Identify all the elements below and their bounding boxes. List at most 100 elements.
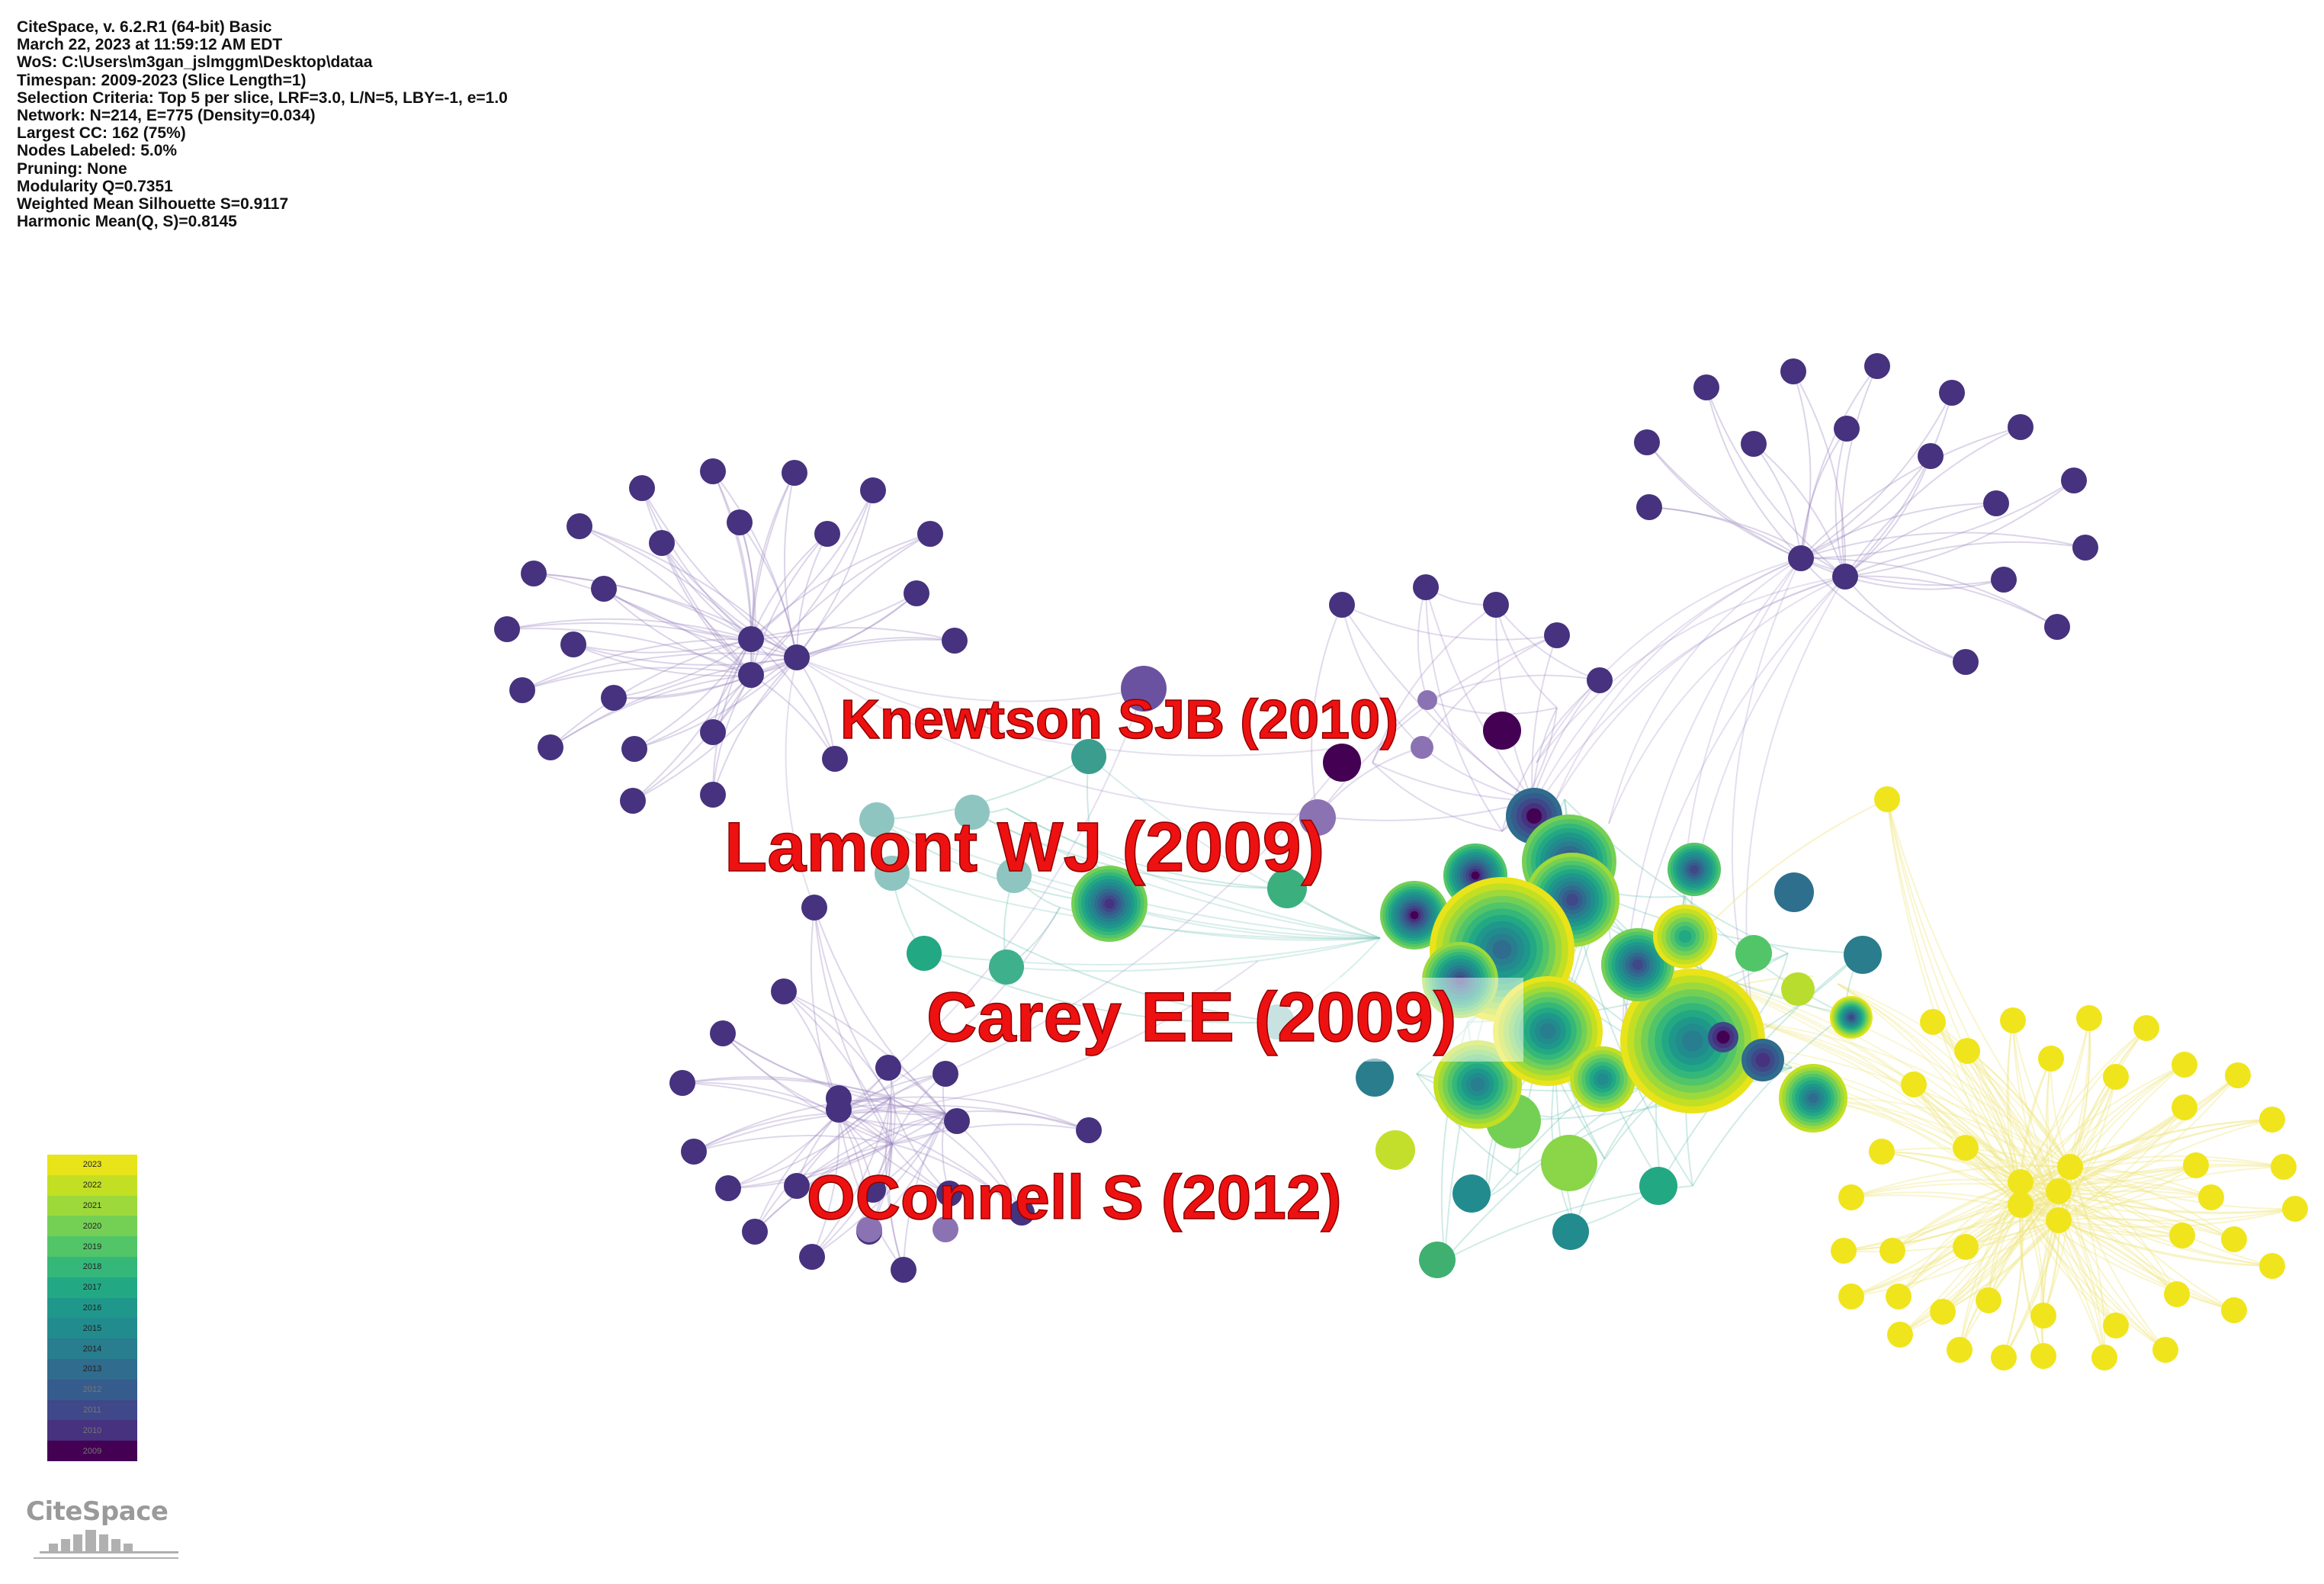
network-node[interactable] [2103, 1064, 2129, 1090]
network-node[interactable] [784, 1173, 810, 1199]
cited-reference-node[interactable] [1620, 969, 1765, 1113]
network-node[interactable] [2000, 1007, 2026, 1033]
network-node[interactable] [997, 858, 1032, 893]
network-node[interactable] [826, 1097, 852, 1123]
network-node[interactable] [2008, 414, 2034, 440]
network-node[interactable] [1874, 786, 1900, 812]
network-node[interactable] [1417, 690, 1437, 710]
network-node[interactable] [649, 530, 675, 556]
network-node[interactable] [1483, 712, 1521, 750]
network-node[interactable] [1076, 1117, 1102, 1143]
network-node[interactable] [1918, 443, 1944, 469]
network-node[interactable] [1634, 429, 1660, 455]
network-node[interactable] [591, 576, 617, 602]
network-node[interactable] [1329, 592, 1355, 618]
network-node[interactable] [1544, 622, 1570, 648]
network-node[interactable] [936, 1181, 962, 1206]
network-node[interactable] [932, 1061, 958, 1087]
network-node[interactable] [799, 1244, 825, 1270]
network-node[interactable] [2061, 467, 2087, 493]
network-node[interactable] [2169, 1223, 2195, 1248]
network-node[interactable] [1991, 567, 2017, 593]
network-node[interactable] [1953, 649, 1979, 675]
network-node[interactable] [875, 1055, 901, 1081]
network-node[interactable] [1267, 869, 1307, 908]
network-node[interactable] [904, 580, 929, 606]
network-node[interactable] [2076, 1005, 2102, 1031]
network-node[interactable] [681, 1139, 707, 1165]
network-node[interactable] [2044, 614, 2070, 640]
network-node[interactable] [710, 1020, 736, 1046]
network-node[interactable] [1901, 1072, 1927, 1097]
cited-reference-node[interactable] [1570, 1046, 1635, 1112]
network-node[interactable] [860, 477, 886, 503]
network-node[interactable] [1323, 744, 1361, 782]
network-node[interactable] [620, 788, 646, 814]
network-node[interactable] [2152, 1337, 2178, 1363]
network-node[interactable] [860, 1177, 886, 1203]
network-node[interactable] [1419, 1242, 1456, 1278]
network-node[interactable] [856, 1216, 882, 1242]
network-node[interactable] [1788, 545, 1814, 571]
network-node[interactable] [801, 895, 827, 921]
network-node[interactable] [2072, 535, 2098, 561]
network-node[interactable] [1121, 666, 1167, 712]
network-node[interactable] [715, 1175, 741, 1201]
network-node[interactable] [738, 662, 764, 688]
network-node[interactable] [2259, 1107, 2285, 1133]
network-node[interactable] [1774, 872, 1814, 912]
network-node[interactable] [1991, 1345, 2017, 1370]
cited-reference-node[interactable] [1433, 1040, 1522, 1129]
network-node[interactable] [2282, 1196, 2308, 1222]
network-node[interactable] [942, 628, 968, 654]
network-node[interactable] [782, 460, 807, 486]
network-node[interactable] [560, 631, 586, 657]
network-node[interactable] [521, 561, 547, 586]
network-node[interactable] [2038, 1046, 2064, 1072]
network-node[interactable] [814, 521, 840, 547]
cited-reference-node[interactable] [1653, 904, 1717, 969]
network-node[interactable] [567, 513, 592, 539]
network-node[interactable] [2164, 1281, 2190, 1307]
network-node[interactable] [917, 521, 943, 547]
network-node[interactable] [1781, 972, 1815, 1006]
network-node[interactable] [2057, 1154, 2083, 1180]
network-node[interactable] [2103, 1313, 2129, 1338]
network-node[interactable] [1413, 574, 1439, 600]
network-node[interactable] [1983, 490, 2009, 516]
network-node[interactable] [727, 509, 753, 535]
network-node[interactable] [2030, 1343, 2056, 1369]
network-node[interactable] [1864, 353, 1890, 379]
network-node[interactable] [1953, 1135, 1979, 1161]
network-node[interactable] [2008, 1192, 2034, 1218]
network-node[interactable] [2046, 1178, 2072, 1204]
network-node[interactable] [2030, 1303, 2056, 1329]
network-node[interactable] [700, 719, 726, 745]
network-node[interactable] [2225, 1062, 2251, 1088]
network-node[interactable] [601, 685, 627, 711]
cited-reference-node[interactable] [1071, 866, 1148, 942]
network-node[interactable] [784, 644, 810, 670]
network-node[interactable] [1780, 358, 1806, 384]
network-node[interactable] [2133, 1015, 2159, 1041]
network-node[interactable] [2271, 1154, 2297, 1180]
network-node[interactable] [738, 626, 764, 652]
network-node[interactable] [1976, 1287, 2001, 1313]
cited-reference-node[interactable] [1830, 996, 1873, 1039]
network-node[interactable] [891, 1257, 916, 1283]
node-label-0[interactable]: Knewtson SJB (2010) [839, 689, 1399, 751]
cited-reference-node[interactable] [1380, 881, 1449, 949]
network-node[interactable] [1838, 1284, 1864, 1309]
network-node[interactable] [621, 736, 647, 762]
network-node[interactable] [1920, 1009, 1946, 1035]
network-node[interactable] [538, 734, 563, 760]
network-node[interactable] [494, 616, 520, 642]
network-node[interactable] [1411, 736, 1433, 759]
network-node[interactable] [1954, 1038, 1980, 1064]
cited-reference-node[interactable] [1708, 1022, 1738, 1052]
network-node[interactable] [1930, 1299, 1956, 1325]
network-node[interactable] [2221, 1226, 2247, 1252]
network-node[interactable] [1552, 1213, 1589, 1250]
node-label-2[interactable]: Carey EE (2009) [926, 978, 1457, 1057]
